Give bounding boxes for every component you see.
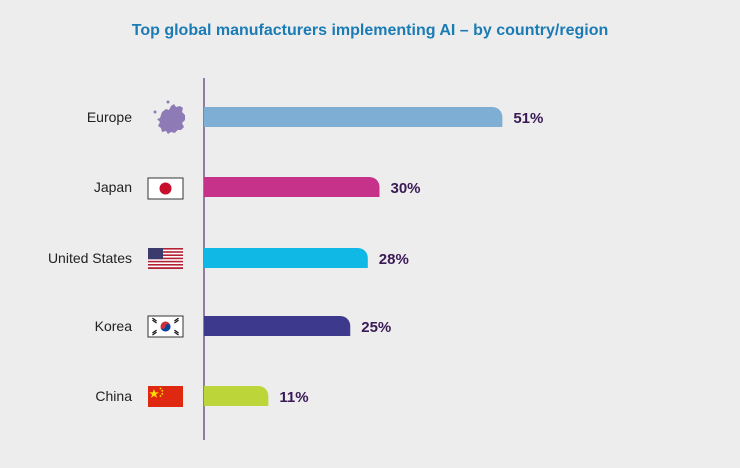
value-label: 25%	[361, 319, 391, 336]
value-label: 30%	[391, 180, 421, 197]
category-label: United States	[48, 250, 132, 266]
bar-europe	[204, 107, 503, 127]
bar-china	[204, 386, 269, 406]
eu-map-icon	[153, 100, 185, 134]
category-label: China	[95, 388, 132, 404]
bar-united-states	[204, 248, 368, 268]
chart-title: Top global manufacturers implementing AI…	[132, 22, 609, 39]
category-label: Japan	[94, 179, 132, 195]
bar-japan	[204, 177, 380, 197]
value-label: 51%	[513, 110, 543, 127]
japan-flag-icon	[147, 177, 184, 200]
value-label: 28%	[379, 251, 409, 268]
bar-korea	[204, 316, 351, 336]
usa-flag-icon	[148, 248, 183, 269]
value-label: 11%	[279, 389, 308, 406]
category-label: Korea	[95, 318, 133, 334]
category-label: Europe	[87, 109, 132, 125]
korea-flag-icon	[147, 315, 184, 338]
bars-layer: Europe 51% Japan 30% United States 28% Korea 25…	[48, 107, 543, 406]
china-flag-icon	[148, 386, 183, 407]
